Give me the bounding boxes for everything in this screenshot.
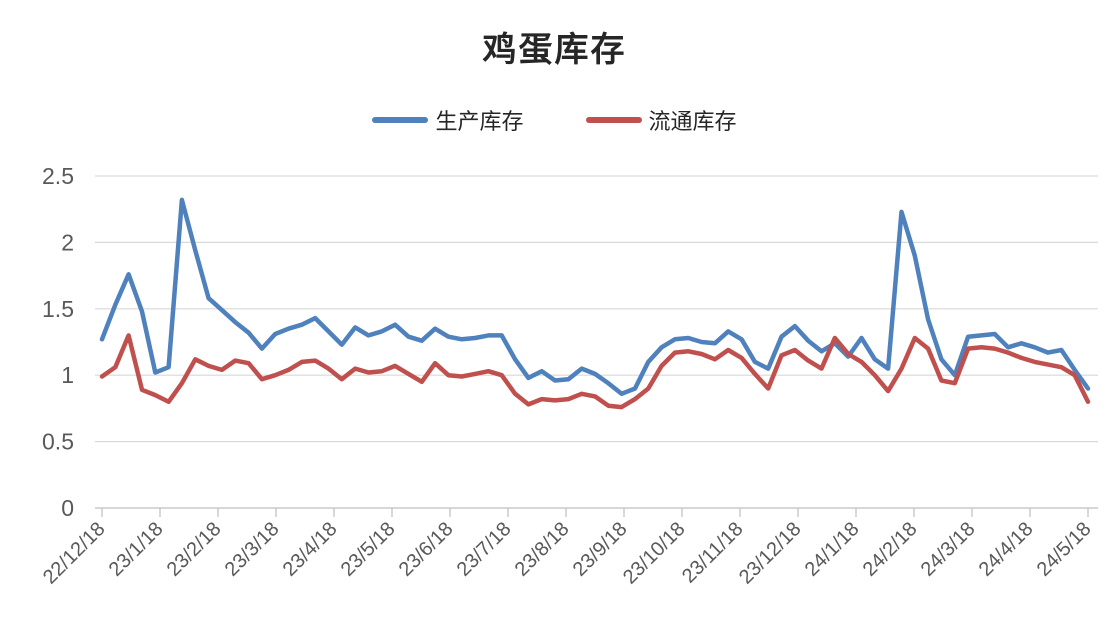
x-tick-label: 23/3/18 [221, 518, 284, 581]
legend-item-circulation: 流通库存 [585, 104, 737, 136]
x-tick-label: 23/10/18 [619, 518, 690, 589]
series-line-circulation [99, 333, 1091, 410]
x-tick-label: 23/11/18 [678, 518, 748, 588]
y-tick-label: 1 [61, 362, 74, 388]
legend-marker-circulation-icon [585, 117, 642, 123]
x-tick-label: 24/4/18 [975, 518, 1038, 581]
y-tick-label: 2.5 [42, 163, 74, 189]
x-tick-label: 23/7/18 [453, 518, 516, 581]
x-tick-label: 23/8/18 [511, 518, 574, 581]
x-tick-label: 23/12/18 [735, 518, 806, 589]
x-tick-label: 23/5/18 [337, 518, 400, 581]
y-tick-label: 0.5 [42, 429, 74, 455]
y-tick-label: 1.5 [42, 296, 74, 322]
x-tick-label: 23/4/18 [279, 518, 342, 581]
legend-marker-production-icon [372, 117, 429, 123]
legend: 生产库存 流通库存 [0, 104, 1109, 136]
y-tick-label: 2 [61, 229, 74, 255]
y-tick-label: 0 [61, 495, 74, 521]
x-tick-label: 24/3/18 [917, 518, 980, 581]
x-tick-label: 24/2/18 [859, 518, 922, 581]
legend-label-circulation: 流通库存 [648, 109, 737, 134]
x-tick-label: 22/12/18 [39, 518, 110, 589]
x-tick-label: 23/6/18 [395, 518, 458, 581]
chart-title: 鸡蛋库存 [482, 31, 627, 69]
legend-item-production: 生产库存 [372, 104, 524, 136]
legend-label-production: 生产库存 [435, 109, 524, 134]
x-tick-label: 23/2/18 [163, 518, 226, 581]
x-tick-label: 24/1/18 [801, 518, 864, 581]
x-tick-label: 23/1/18 [105, 518, 168, 581]
x-tick-label: 24/5/18 [1033, 518, 1096, 581]
series-line-production [99, 197, 1091, 397]
